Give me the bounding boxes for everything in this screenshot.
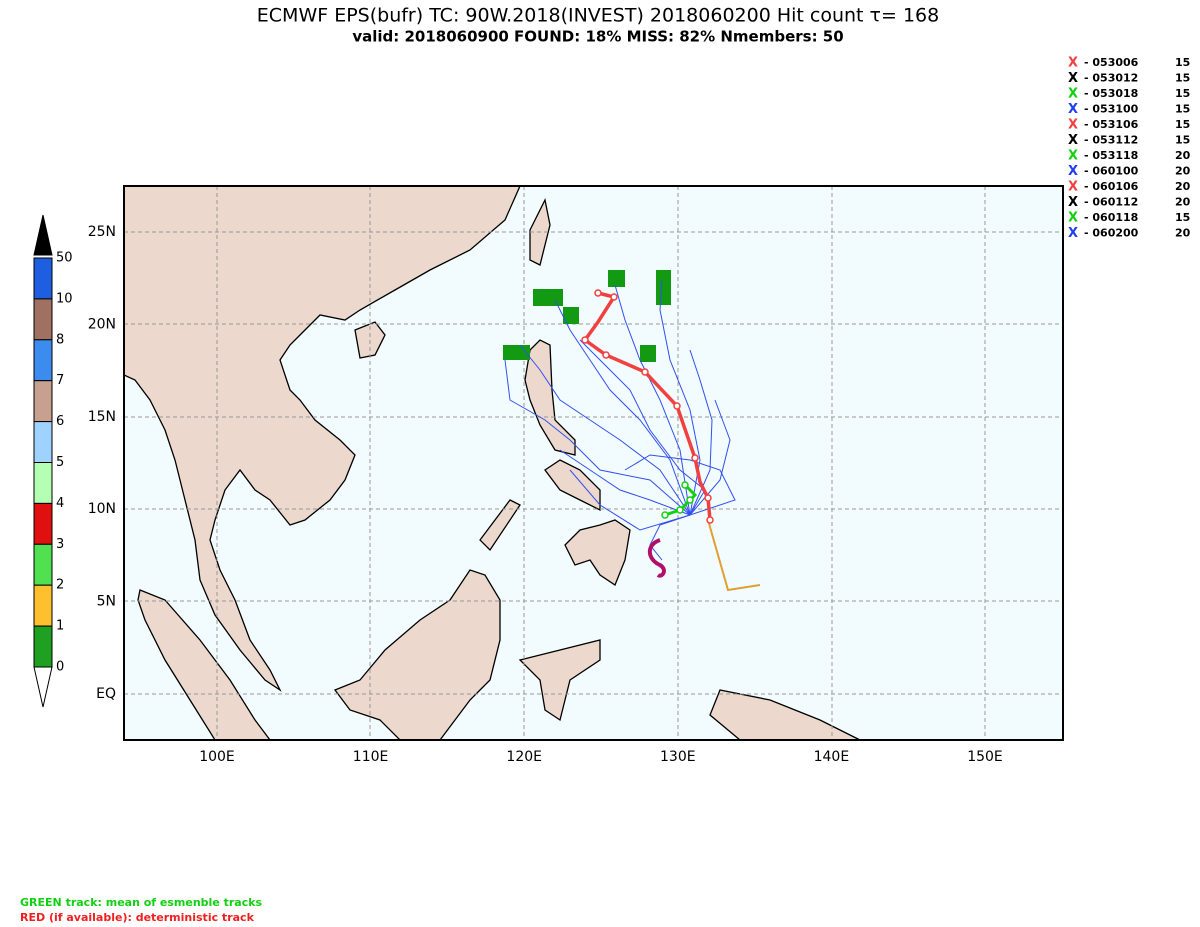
legend-time: - 053106 <box>1084 118 1139 131</box>
legend-symbol: X <box>1068 195 1078 210</box>
colorbar-end <box>33 666 53 708</box>
colorbar-box <box>33 298 53 341</box>
legend-count: 15 <box>1175 87 1190 100</box>
legend-time: - 060106 <box>1084 180 1139 193</box>
colorbar-label: 2 <box>56 578 64 593</box>
legend-symbol: X <box>1068 102 1078 117</box>
legend-count: 20 <box>1175 180 1191 193</box>
legend-symbol: X <box>1068 164 1078 179</box>
footer-note: RED (if available): deterministic track <box>20 911 255 924</box>
colorbar-label: 1 <box>56 619 64 634</box>
legend-symbol: X <box>1068 180 1078 195</box>
colorbar-label: 8 <box>56 332 64 347</box>
legend-count: 20 <box>1175 227 1191 240</box>
legend-count: 15 <box>1175 103 1190 116</box>
colorbar-label: 0 <box>56 660 64 675</box>
legend-symbol: X <box>1068 149 1078 164</box>
colorbar-box <box>33 257 53 300</box>
legend-symbol: X <box>1068 56 1078 71</box>
mean-points <box>661 481 694 519</box>
grid <box>124 186 1063 740</box>
legend-count: 15 <box>1175 134 1190 147</box>
legend-count: 15 <box>1175 118 1190 131</box>
lat-label: 20N <box>88 316 116 332</box>
legend-count: 20 <box>1175 196 1191 209</box>
colorbar-label: 4 <box>56 496 64 511</box>
lon-label: 100E <box>199 749 235 765</box>
lon-label: 150E <box>967 749 1003 765</box>
legend-time: - 060100 <box>1084 165 1139 178</box>
legend-count: 15 <box>1175 72 1190 85</box>
colorbar-box <box>33 502 53 545</box>
legend-symbol: X <box>1068 226 1078 241</box>
colorbar-label: 50 <box>56 251 73 266</box>
colorbar-box <box>33 421 53 464</box>
legend-time: - 053012 <box>1084 72 1138 85</box>
legend-symbol: X <box>1068 71 1078 86</box>
member-tracks <box>504 279 736 561</box>
lat-label: 25N <box>88 224 116 240</box>
colorbar-box <box>33 543 53 586</box>
colorbar-label: 6 <box>56 414 64 429</box>
legend-symbol: X <box>1068 133 1078 148</box>
lon-labels: 100E 110E 120E 130E 140E 150E <box>199 749 1003 765</box>
colorbar-box <box>33 339 53 382</box>
legend-count: 15 <box>1175 211 1190 224</box>
colorbar-label: 7 <box>56 373 64 388</box>
legend-symbol: X <box>1068 211 1078 226</box>
legend-time: - 060200 <box>1084 227 1139 240</box>
footer-note: GREEN track: mean of esmenble tracks <box>20 896 263 909</box>
legend-time: - 053118 <box>1084 149 1138 162</box>
lat-labels: 25N 20N 15N 10N 5N EQ <box>88 224 116 702</box>
legend: X - 053006 15 X - 053012 15 X - 053018 15 X - 0531… <box>1068 56 1191 242</box>
legend-count: 15 <box>1175 56 1190 69</box>
legend-symbol: X <box>1068 118 1078 133</box>
lon-label: 130E <box>660 749 696 765</box>
lon-label: 120E <box>506 749 542 765</box>
colorbar-label: 10 <box>56 291 73 306</box>
lon-label: 140E <box>814 749 850 765</box>
orange-track <box>707 519 761 592</box>
map <box>123 185 1064 741</box>
colorbar-label: 5 <box>56 455 64 470</box>
legend-time: - 060118 <box>1084 211 1138 224</box>
colorbar-box <box>33 584 53 627</box>
lat-label: 15N <box>88 409 116 425</box>
title: ECMWF EPS(bufr) TC: 90W.2018(INVEST) 201… <box>257 5 939 27</box>
lon-label: 110E <box>353 749 389 765</box>
legend-time: - 060112 <box>1084 196 1138 209</box>
legend-count: 20 <box>1175 165 1191 178</box>
map-frame <box>123 185 1064 741</box>
storm-symbol <box>647 538 666 578</box>
colorbar-box <box>33 380 53 423</box>
colorbar-label: 3 <box>56 537 64 552</box>
legend-time: - 053006 <box>1084 56 1139 69</box>
lat-label: 10N <box>88 501 116 517</box>
lat-label: EQ <box>96 686 116 702</box>
deterministic-points <box>581 289 714 524</box>
legend-count: 20 <box>1175 149 1191 162</box>
colorbar-box <box>33 625 53 668</box>
legend-time: - 053018 <box>1084 87 1138 100</box>
legend-time: - 053112 <box>1084 134 1138 147</box>
land <box>123 185 861 741</box>
subtitle: valid: 2018060900 FOUND: 18% MISS: 82% N… <box>352 28 843 46</box>
legend-symbol: X <box>1068 87 1078 102</box>
colorbar-box <box>33 462 53 504</box>
lat-label: 5N <box>97 594 116 610</box>
legend-time: - 053100 <box>1084 103 1139 116</box>
